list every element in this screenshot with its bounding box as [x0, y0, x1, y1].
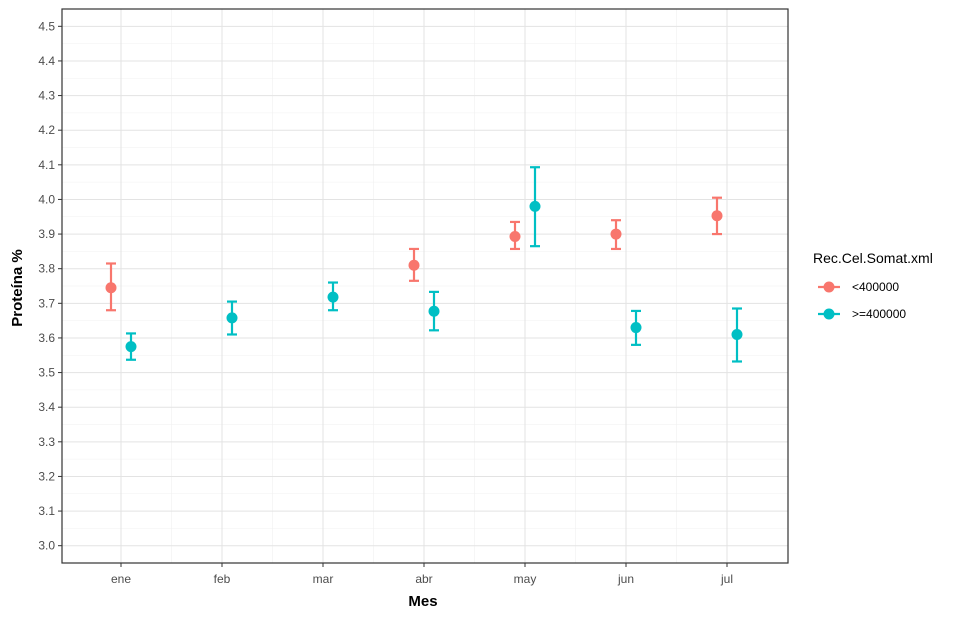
- y-tick-label: 4.3: [38, 89, 55, 103]
- data-point: [731, 328, 743, 340]
- data-point: [428, 305, 440, 317]
- legend-label: <400000: [852, 280, 899, 294]
- x-tick-label: jul: [720, 572, 733, 586]
- y-tick-label: 3.7: [38, 296, 55, 310]
- data-point: [327, 291, 339, 303]
- legend-items: <400000 >=400000: [818, 280, 906, 321]
- x-tick-label: feb: [214, 572, 231, 586]
- data-point: [408, 259, 420, 271]
- y-tick-label: 3.3: [38, 435, 55, 449]
- y-tick-label: 3.1: [38, 504, 55, 518]
- y-tick-label: 3.5: [38, 366, 55, 380]
- y-axis-title: Proteína %: [9, 249, 26, 327]
- series-1: [105, 196, 723, 312]
- data-point: [509, 230, 521, 242]
- y-tick-label: 3.6: [38, 331, 55, 345]
- y-axis-ticks: 3.0 3.1 3.2 3.3 3.4 3.5 3.6 3.7 3.8 3.9 4.0 4.1 4.2 4…: [38, 19, 62, 553]
- y-tick-label: 4.5: [38, 19, 55, 33]
- y-tick-label: 3.8: [38, 262, 55, 276]
- data-series: [105, 166, 743, 363]
- legend: Rec.Cel.Somat.xml <400000 >=400000: [813, 250, 933, 321]
- x-axis-title: Mes: [408, 593, 437, 610]
- legend-label: >=400000: [852, 307, 906, 321]
- data-point: [610, 228, 622, 240]
- data-point: [125, 341, 137, 353]
- legend-key-point: [823, 308, 835, 320]
- x-tick-label: abr: [415, 572, 432, 586]
- legend-title: Rec.Cel.Somat.xml: [813, 250, 933, 266]
- y-tick-label: 3.4: [38, 400, 55, 414]
- series-2: [125, 166, 743, 363]
- y-tick-label: 4.1: [38, 158, 55, 172]
- x-axis-ticks: ene feb mar abr may jun jul: [111, 563, 733, 586]
- y-tick-label: 4.4: [38, 54, 55, 68]
- data-point: [711, 210, 723, 222]
- y-tick-label: 4.0: [38, 192, 55, 206]
- data-point: [630, 322, 642, 334]
- data-point: [529, 200, 541, 212]
- y-tick-label: 3.9: [38, 227, 55, 241]
- x-tick-label: may: [514, 572, 537, 586]
- x-tick-label: ene: [111, 572, 131, 586]
- data-point: [226, 312, 238, 324]
- y-tick-label: 3.2: [38, 469, 55, 483]
- plot-panel-border: [61, 8, 789, 564]
- y-tick-label: 4.2: [38, 123, 55, 137]
- legend-key-point: [823, 281, 835, 293]
- x-tick-label: jun: [617, 572, 634, 586]
- y-tick-label: 3.0: [38, 539, 55, 553]
- data-point: [105, 282, 117, 294]
- x-tick-label: mar: [313, 572, 334, 586]
